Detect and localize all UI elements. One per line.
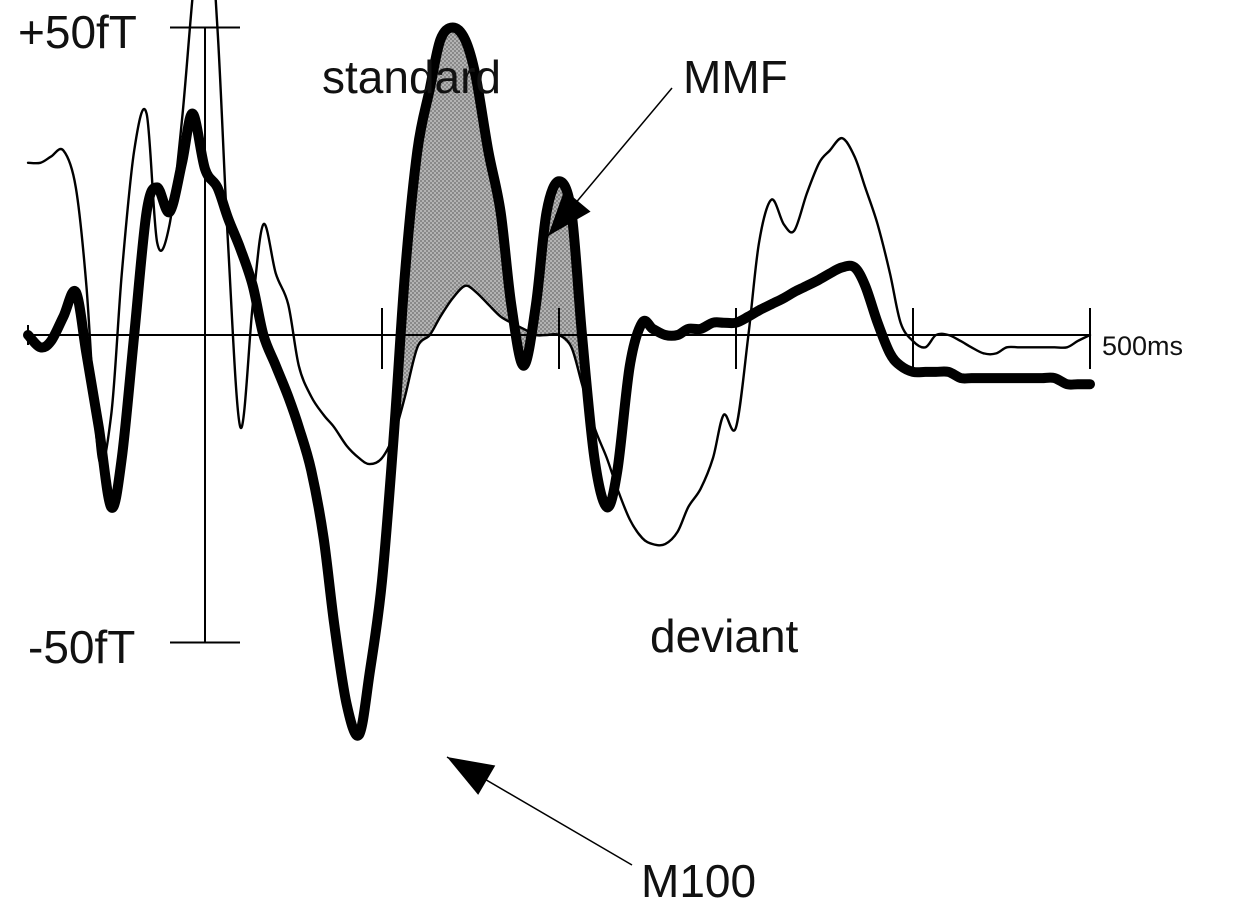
m100-arrow bbox=[446, 756, 633, 866]
mmf-arrow-head bbox=[548, 189, 591, 236]
m100-arrow-head bbox=[447, 757, 496, 795]
x-end-label: 500ms bbox=[1102, 331, 1183, 361]
y-top-label: +50fT bbox=[18, 6, 137, 58]
standard-line bbox=[26, 0, 1092, 547]
deviant-line bbox=[23, 22, 1095, 741]
deviant-label: deviant bbox=[650, 610, 799, 662]
standard-label: standard bbox=[322, 51, 501, 103]
mmf-label: MMF bbox=[683, 51, 788, 103]
m100-label: M100 bbox=[641, 855, 756, 903]
y-bottom-label: -50fT bbox=[28, 621, 135, 673]
mmf-shaded-area bbox=[394, 27, 595, 458]
mmf-arrow bbox=[547, 87, 673, 237]
